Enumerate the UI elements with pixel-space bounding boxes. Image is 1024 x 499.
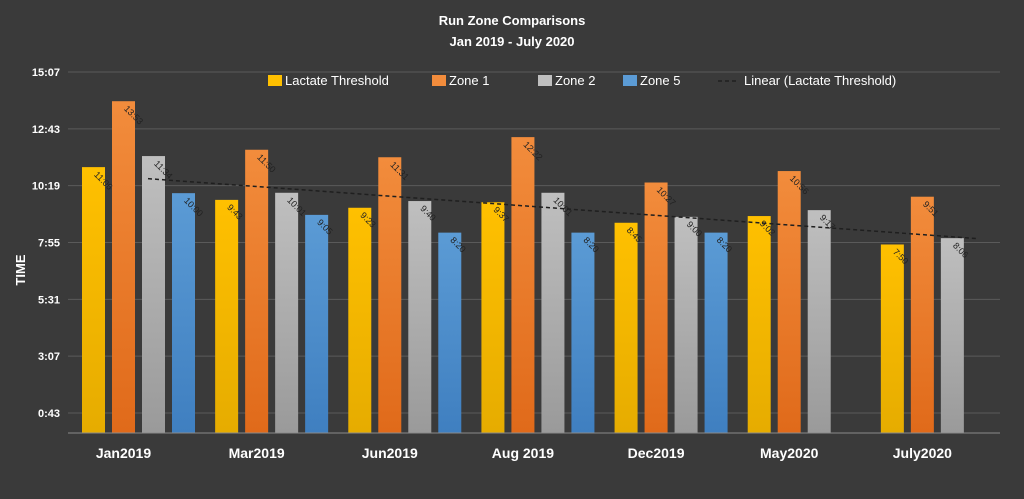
x-tick-label: Jan2019 <box>96 445 151 461</box>
legend-swatch <box>623 75 637 86</box>
bar-zone-2 <box>940 238 964 433</box>
bar-zone-1 <box>644 182 668 433</box>
bar-lactate-threshold <box>348 207 372 433</box>
x-tick-label: May2020 <box>760 445 819 461</box>
bar-lactate-threshold <box>614 222 638 433</box>
bars <box>82 101 964 434</box>
bar-zone-2 <box>142 156 165 433</box>
bar-lactate-threshold <box>747 216 771 433</box>
y-tick-label: 3:07 <box>38 351 60 363</box>
trendline <box>147 177 977 240</box>
legend-label: Zone 2 <box>555 73 595 88</box>
bar-zone-2 <box>674 216 698 433</box>
chart-subtitle: Jan 2019 - July 2020 <box>449 34 574 49</box>
legend-label: Linear (Lactate Threshold) <box>744 73 896 88</box>
legend-label: Zone 5 <box>640 73 680 88</box>
bar-zone-5 <box>172 193 195 433</box>
bar-zone-1 <box>245 149 269 433</box>
bar-zone-2 <box>275 192 299 433</box>
bar-zone-1 <box>910 196 934 433</box>
y-tick-label: 10:19 <box>32 181 60 193</box>
bar-zone-5 <box>438 232 462 433</box>
x-tick-label: Aug 2019 <box>492 445 554 461</box>
bar-zone-1 <box>511 137 535 433</box>
bar-zone-5 <box>571 232 595 433</box>
bar-lactate-threshold <box>82 167 105 434</box>
legend-swatch <box>268 75 282 86</box>
bar-lactate-threshold <box>481 202 505 433</box>
bar-zone-5 <box>305 214 329 433</box>
x-tick-label: Mar2019 <box>229 445 285 461</box>
legend-swatch <box>538 75 552 86</box>
bar-zone-2 <box>541 192 565 433</box>
legend-label: Lactate Threshold <box>285 73 389 88</box>
legend-label: Zone 1 <box>449 73 489 88</box>
chart-title: Run Zone Comparisons <box>439 13 586 28</box>
y-axis-label: TIME <box>13 254 28 285</box>
x-tick-label: Jun2019 <box>362 445 418 461</box>
y-tick-label: 15:07 <box>32 67 60 79</box>
bar-lactate-threshold <box>215 199 239 433</box>
y-tick-label: 5:31 <box>38 294 60 306</box>
y-tick-label: 7:55 <box>38 238 60 250</box>
x-axis-category-labels: Jan2019 Mar2019 Jun2019 Aug 2019 Dec2019 May2… <box>96 445 952 461</box>
x-tick-label: July2020 <box>893 445 952 461</box>
bar-zone-2 <box>408 201 432 433</box>
y-tick-label: 12:43 <box>32 124 60 136</box>
legend-swatch <box>432 75 446 86</box>
x-tick-label: Dec2019 <box>628 445 685 461</box>
bar-lactate-threshold <box>880 244 904 433</box>
y-tick-label: 0:43 <box>38 408 60 420</box>
legend: Lactate Threshold Zone 1 Zone 2 Zone 5 Linea… <box>268 73 896 88</box>
bar-zone-2 <box>807 210 831 433</box>
bar-zone-1 <box>777 171 801 433</box>
trendline-group <box>147 177 977 240</box>
bar-zone-1 <box>378 157 402 433</box>
bar-zone-5 <box>704 232 728 433</box>
y-axis-tick-labels: 0:43 3:07 5:31 7:55 10:19 12:43 15:07 <box>32 67 60 420</box>
bar-zone-1 <box>112 101 135 433</box>
